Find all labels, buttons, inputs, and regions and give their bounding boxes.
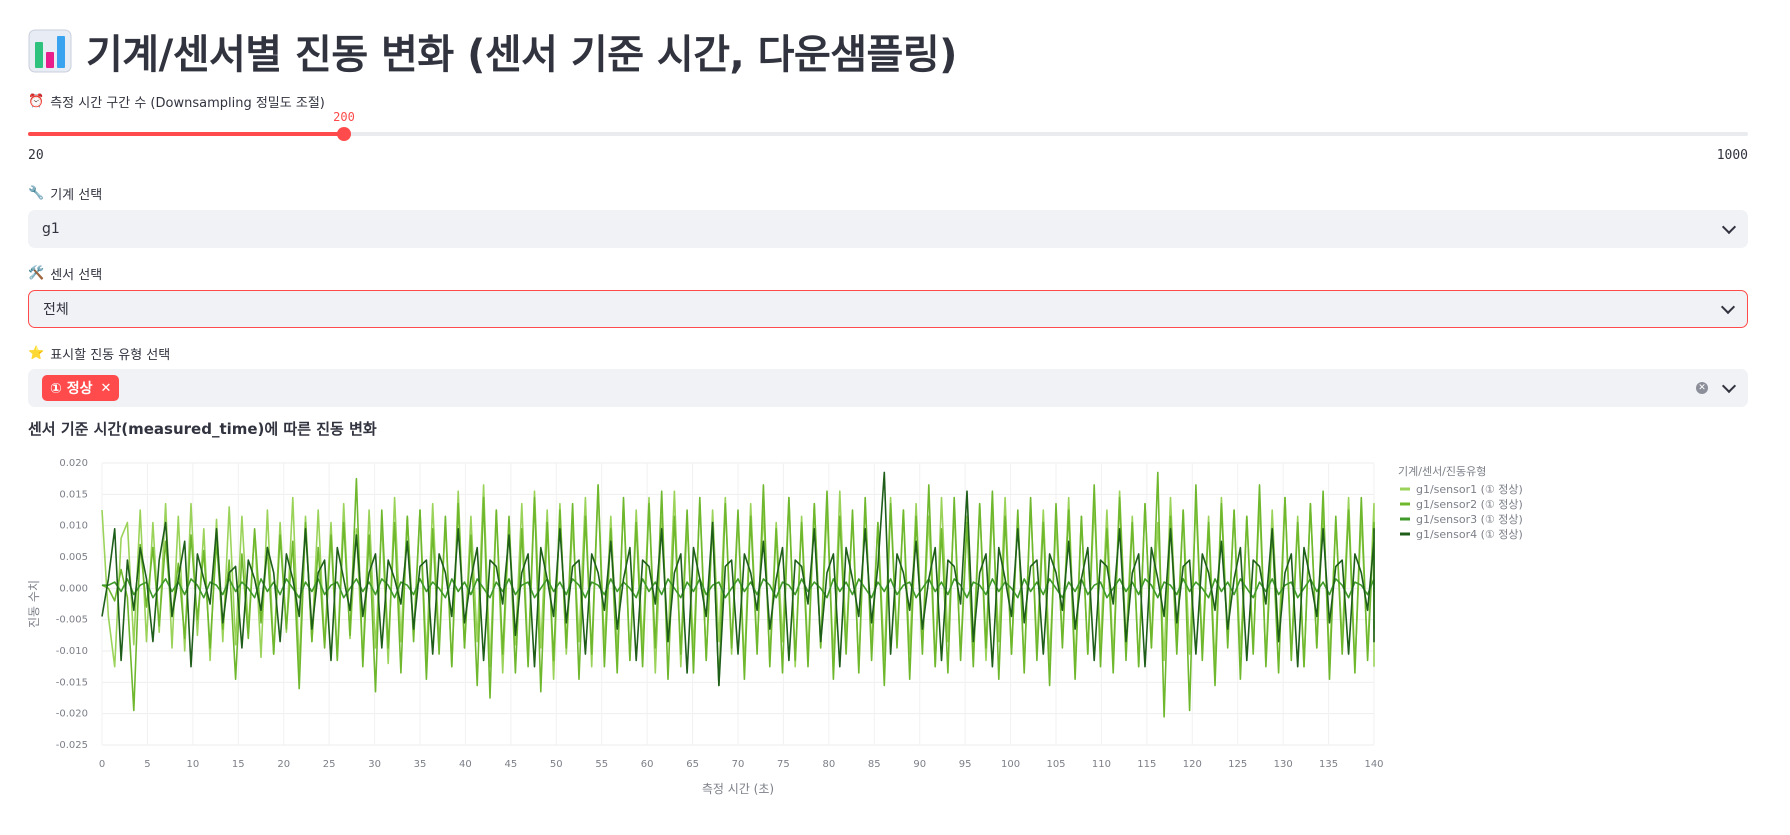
wrench-icon: 🔧	[28, 186, 45, 201]
x-tick-label: 135	[1319, 759, 1338, 770]
page-header: 기계/센서별 진동 변화 (센서 기준 시간, 다운샘플링)	[28, 22, 957, 80]
x-tick-label: 140	[1364, 759, 1383, 770]
selected-tag[interactable]: ① 정상 ✕	[42, 375, 120, 401]
y-tick-label: 0.000	[59, 583, 88, 594]
slider-min-label: 20	[28, 148, 44, 163]
chart-svg: 0.020 0.015 0.010 0.005 0.000 -0.005 -0.010 -0.…	[27, 458, 1523, 796]
x-tick-label: 120	[1183, 759, 1202, 770]
x-tick-label: 0	[99, 759, 105, 770]
x-tick-label: 25	[323, 759, 336, 770]
x-tick-label: 125	[1228, 759, 1247, 770]
y-axis-label: 진동 수치	[28, 580, 41, 628]
x-tick-label: 40	[459, 759, 472, 770]
x-tick-label: 45	[504, 759, 517, 770]
vibration-line-chart: 0.020 0.015 0.010 0.005 0.000 -0.005 -0.010 -0.…	[27, 455, 1748, 831]
y-tick-label: 0.010	[59, 521, 88, 532]
chart-heading: 센서 기준 시간(measured_time)에 따른 진동 변화	[28, 420, 377, 438]
legend-item[interactable]: g1/sensor2 (① 정상)	[1416, 498, 1523, 511]
series-line-4[interactable]	[101, 471, 1375, 687]
hammer-wrench-icon: 🛠️	[28, 266, 45, 281]
y-tick-label: -0.010	[56, 646, 88, 657]
chevron-down-icon[interactable]	[1721, 219, 1737, 235]
sensor-select-label: 🛠️ 센서 선택	[28, 266, 103, 283]
slider-label: ⏰ 측정 시간 구간 수 (Downsampling 정밀도 조절)	[28, 94, 325, 111]
slider-thumb[interactable]	[336, 127, 351, 141]
x-tick-label: 105	[1046, 759, 1065, 770]
x-tick-label: 15	[232, 759, 245, 770]
x-tick-label: 75	[777, 759, 790, 770]
sensor-select-value: 전체	[43, 302, 69, 318]
x-tick-label: 110	[1092, 759, 1111, 770]
x-tick-label: 60	[641, 759, 654, 770]
x-tick-label: 95	[959, 759, 972, 770]
machine-select-label: 🔧 기계 선택	[28, 186, 103, 203]
alarm-clock-icon: ⏰	[28, 94, 45, 109]
y-tick-label: -0.020	[56, 709, 88, 720]
tag-remove-icon[interactable]: ✕	[100, 380, 112, 396]
x-tick-label: 20	[277, 759, 290, 770]
clear-all-icon[interactable]: ✕	[1696, 382, 1708, 394]
x-tick-label: 35	[414, 759, 427, 770]
machine-select-value: g1	[42, 221, 60, 237]
legend-item[interactable]: g1/sensor3 (① 정상)	[1416, 513, 1523, 526]
star-icon: ⭐	[28, 346, 45, 361]
x-tick-label: 50	[550, 759, 563, 770]
slider-fill	[28, 132, 344, 136]
slider-max-label: 1000	[1716, 148, 1748, 163]
x-tick-label: 10	[186, 759, 199, 770]
machine-select[interactable]: g1	[28, 210, 1748, 248]
y-tick-label: -0.015	[56, 677, 88, 688]
x-tick-label: 55	[595, 759, 608, 770]
legend-item[interactable]: g1/sensor1 (① 정상)	[1416, 483, 1523, 496]
chevron-down-icon[interactable]	[1720, 299, 1736, 315]
x-tick-label: 80	[822, 759, 835, 770]
x-tick-label: 100	[1001, 759, 1020, 770]
chevron-down-icon[interactable]	[1721, 378, 1737, 394]
sensor-select[interactable]: 전체	[28, 290, 1748, 328]
x-tick-label: 90	[913, 759, 926, 770]
slider-track[interactable]	[28, 127, 1748, 141]
legend-item[interactable]: g1/sensor4 (① 정상)	[1416, 528, 1523, 541]
vibration-type-label: ⭐ 표시할 진동 유형 선택	[28, 346, 171, 363]
y-tick-label: 0.005	[59, 552, 88, 563]
x-tick-label: 130	[1274, 759, 1293, 770]
y-tick-label: -0.005	[56, 615, 88, 626]
y-tick-label: 0.015	[59, 489, 88, 500]
page-title: 기계/센서별 진동 변화 (센서 기준 시간, 다운샘플링)	[86, 32, 957, 78]
bar-chart-icon	[28, 29, 72, 73]
x-axis-label: 측정 시간 (초)	[702, 782, 774, 796]
x-tick-label: 5	[144, 759, 150, 770]
legend-title: 기계/센서/진동유형	[1398, 465, 1486, 478]
x-tick-label: 65	[686, 759, 699, 770]
x-tick-label: 115	[1137, 759, 1156, 770]
vibration-type-multiselect[interactable]: ① 정상 ✕ ✕	[28, 369, 1748, 407]
slider-current-value: 200	[333, 110, 355, 124]
y-tick-label: 0.020	[59, 458, 88, 469]
x-tick-label: 85	[868, 759, 881, 770]
y-tick-label: -0.025	[56, 740, 88, 751]
x-tick-label: 70	[732, 759, 745, 770]
x-tick-label: 30	[368, 759, 381, 770]
